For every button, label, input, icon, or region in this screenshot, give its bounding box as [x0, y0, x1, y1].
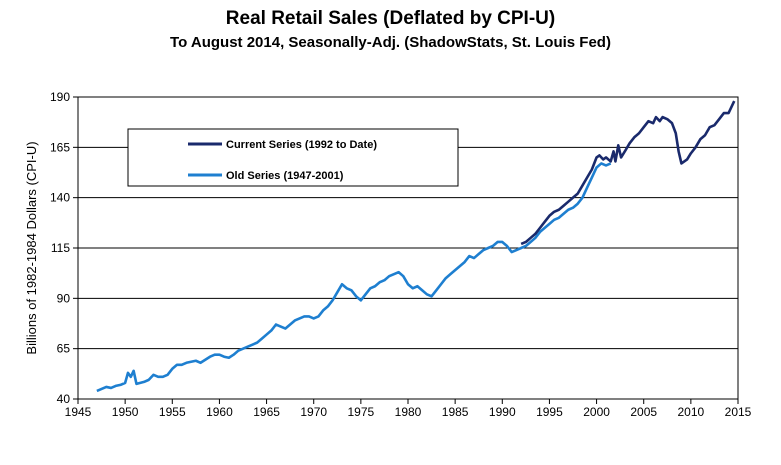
- x-tick-label-1945: 1945: [65, 405, 92, 419]
- x-tick-label-1980: 1980: [395, 405, 422, 419]
- x-tick-label-2005: 2005: [630, 405, 657, 419]
- x-tick-label-1990: 1990: [489, 405, 516, 419]
- x-tick-label-1965: 1965: [253, 405, 280, 419]
- axes-layer: 40 65 90 115 140 165 190 1945 1950 1955 1960 1965 19…: [50, 90, 752, 419]
- chart-subtitle: To August 2014, Seasonally-Adj. (ShadowS…: [170, 34, 611, 51]
- y-tick-label-165: 165: [50, 140, 70, 154]
- y-tick-label-40: 40: [57, 392, 71, 406]
- legend: Current Series (1992 to Date) Old Series…: [127, 128, 459, 187]
- y-axis-label: Billions of 1982-1984 Dollars (CPI-U): [24, 141, 39, 354]
- y-tick-label-140: 140: [50, 191, 70, 205]
- x-tick-label-1975: 1975: [348, 405, 375, 419]
- series-layer: [96, 100, 736, 393]
- x-tick-label-1950: 1950: [112, 405, 139, 419]
- y-tick-label-190: 190: [50, 90, 70, 104]
- x-tick-label-1985: 1985: [442, 405, 469, 419]
- x-tick-label-2015: 2015: [725, 405, 752, 419]
- legend-label-current: Current Series (1992 to Date): [226, 139, 377, 151]
- x-tick-label-2010: 2010: [678, 405, 705, 419]
- y-tick-label-90: 90: [57, 291, 71, 305]
- chart-title: Real Retail Sales (Deflated by CPI-U): [225, 8, 556, 29]
- y-tick-label-115: 115: [51, 241, 70, 255]
- y-tick-label-65: 65: [57, 342, 71, 356]
- legend-box: [127, 128, 459, 187]
- x-tick-label-1970: 1970: [300, 405, 327, 419]
- legend-label-old: Old Series (1947-2001): [226, 170, 344, 182]
- series-line-current: [520, 100, 736, 246]
- x-tick-label-1995: 1995: [536, 405, 563, 419]
- series-line-old: [96, 162, 612, 393]
- x-tick-label-1955: 1955: [159, 405, 186, 419]
- x-tick-label-1960: 1960: [206, 405, 233, 419]
- x-tick-label-2000: 2000: [583, 405, 610, 419]
